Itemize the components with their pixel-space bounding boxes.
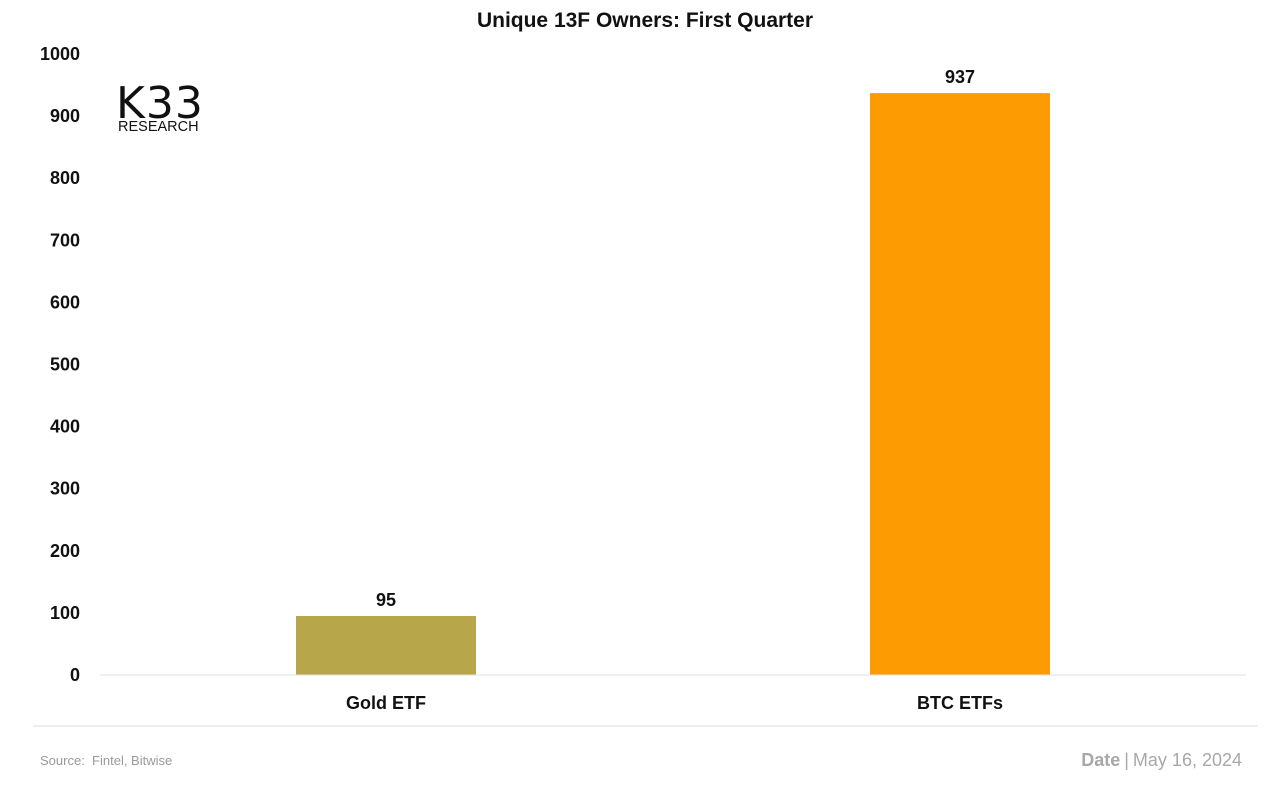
y-tick-label: 200 <box>50 541 80 561</box>
y-tick-label: 0 <box>70 665 80 685</box>
source-value: Fintel, Bitwise <box>92 753 172 768</box>
date-separator: | <box>1124 750 1129 770</box>
x-category-label: BTC ETFs <box>917 693 1003 713</box>
chart-title: Unique 13F Owners: First Quarter <box>477 9 813 32</box>
date-note: Date | May 16, 2024 <box>1081 750 1242 770</box>
y-tick-label: 300 <box>50 479 80 499</box>
source-note: Source: Fintel, Bitwise <box>40 753 172 768</box>
k33-research-logo: K33 RESEARCH <box>116 78 204 135</box>
bar-value-label: 937 <box>945 67 975 87</box>
bar-gold-etf <box>296 616 476 675</box>
date-value: May 16, 2024 <box>1133 750 1242 770</box>
data-labels: 95 937 <box>376 67 975 610</box>
date-label: Date <box>1081 750 1120 770</box>
bar-btc-etfs <box>870 93 1050 676</box>
y-axis: 0 100 200 300 400 500 600 700 800 900 1000 <box>40 44 80 685</box>
y-tick-label: 900 <box>50 106 80 126</box>
source-label: Source: <box>40 753 85 768</box>
y-tick-label: 1000 <box>40 44 80 64</box>
svg-text:Source: Fintel, Bitwise: Source: Fintel, Bitwise <box>40 753 172 768</box>
y-tick-label: 400 <box>50 417 80 437</box>
y-tick-label: 800 <box>50 168 80 188</box>
y-tick-label: 500 <box>50 355 80 375</box>
logo-wordmark: K33 <box>116 78 204 129</box>
bar-value-label: 95 <box>376 590 396 610</box>
x-category-label: Gold ETF <box>346 693 426 713</box>
x-axis: Gold ETF BTC ETFs <box>346 693 1003 713</box>
y-tick-label: 100 <box>50 603 80 623</box>
y-tick-label: 700 <box>50 230 80 250</box>
bar-series <box>296 93 1050 676</box>
logo-subtitle: RESEARCH <box>118 119 199 135</box>
svg-text:Date|May 16, 2024: Date | May 16, 2024 <box>1081 750 1242 770</box>
y-tick-label: 600 <box>50 292 80 312</box>
